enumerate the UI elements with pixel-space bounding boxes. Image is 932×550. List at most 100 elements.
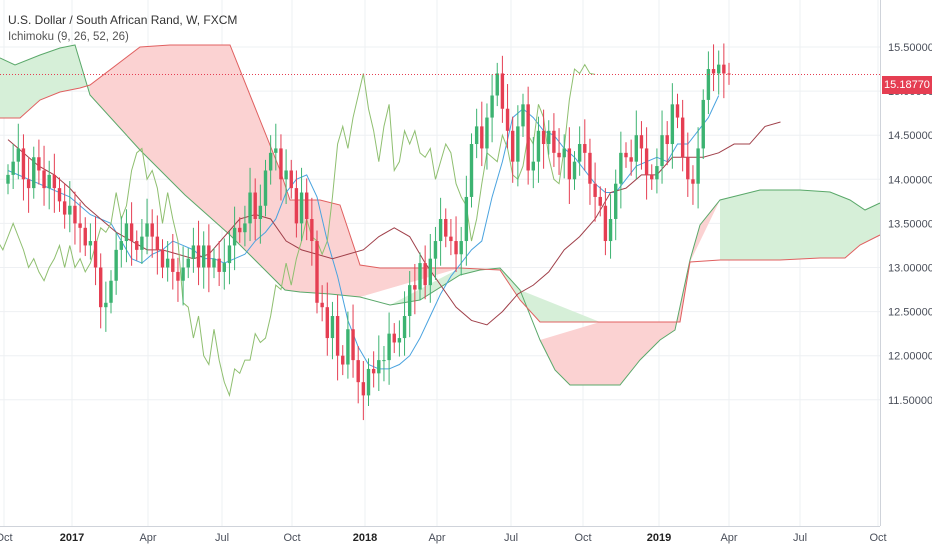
candle[interactable] — [16, 123, 20, 180]
candle[interactable] — [639, 121, 644, 170]
candle[interactable] — [191, 227, 196, 273]
candle[interactable] — [536, 116, 541, 183]
candle[interactable] — [464, 175, 469, 266]
candle[interactable] — [644, 127, 649, 200]
candle[interactable] — [603, 188, 608, 256]
candle[interactable] — [155, 215, 160, 275]
candle[interactable] — [665, 121, 669, 166]
candle[interactable] — [480, 101, 484, 167]
candle[interactable] — [335, 294, 340, 381]
candle[interactable] — [150, 209, 154, 258]
candle[interactable] — [268, 135, 273, 185]
candle[interactable] — [727, 62, 731, 85]
candle[interactable] — [310, 197, 314, 266]
candle[interactable] — [6, 164, 10, 195]
candle[interactable] — [722, 43, 726, 99]
candle[interactable] — [129, 202, 134, 266]
candle[interactable] — [104, 281, 108, 332]
candle[interactable] — [660, 110, 664, 184]
candle[interactable] — [521, 93, 525, 137]
candle[interactable] — [377, 335, 381, 391]
candle[interactable] — [686, 132, 690, 197]
candle[interactable] — [93, 216, 98, 286]
candle[interactable] — [135, 230, 139, 261]
candle[interactable] — [650, 164, 654, 190]
time-axis[interactable]: Oct 2017 Apr Jul Oct 2018 Apr Jul Oct 2019 Apr Jul O… — [0, 532, 887, 544]
candle[interactable] — [232, 206, 237, 271]
candle[interactable] — [243, 205, 247, 247]
candle[interactable] — [511, 116, 515, 183]
candle[interactable] — [392, 323, 396, 354]
candle[interactable] — [289, 159, 293, 199]
candle[interactable] — [124, 209, 129, 263]
candle[interactable] — [37, 139, 41, 185]
candle[interactable] — [701, 89, 705, 160]
candle[interactable] — [202, 231, 206, 289]
candle[interactable] — [382, 345, 386, 382]
candle[interactable] — [78, 202, 82, 253]
candle[interactable] — [145, 198, 149, 255]
candle[interactable] — [330, 301, 335, 360]
candle[interactable] — [11, 144, 15, 190]
candle[interactable] — [438, 197, 443, 266]
candle[interactable] — [366, 358, 371, 406]
candle[interactable] — [552, 113, 556, 167]
indicator-legend[interactable]: Ichimoku (9, 26, 52, 26) — [8, 31, 129, 43]
candle[interactable] — [294, 170, 299, 238]
candle[interactable] — [608, 194, 613, 259]
candle[interactable] — [711, 44, 716, 92]
candle[interactable] — [680, 99, 685, 172]
candle[interactable] — [263, 159, 268, 217]
candle[interactable] — [186, 248, 190, 279]
candle[interactable] — [32, 146, 36, 199]
candle[interactable] — [57, 177, 62, 212]
candle[interactable] — [171, 233, 175, 290]
candle[interactable] — [624, 142, 628, 168]
price-axis[interactable]: 15.5000015.0000014.5000014.0000013.50000… — [888, 42, 932, 407]
candle[interactable] — [258, 184, 263, 244]
candle[interactable] — [655, 148, 659, 194]
candle[interactable] — [227, 231, 232, 285]
candle[interactable] — [274, 123, 278, 171]
candle[interactable] — [619, 131, 623, 209]
candle[interactable] — [717, 50, 721, 95]
candle[interactable] — [474, 108, 479, 159]
candle[interactable] — [541, 109, 546, 169]
candle[interactable] — [88, 223, 93, 260]
candle[interactable] — [361, 360, 366, 421]
candle[interactable] — [299, 167, 304, 242]
candle[interactable] — [68, 181, 72, 233]
candle[interactable] — [423, 245, 427, 300]
candle[interactable] — [547, 120, 551, 155]
candle[interactable] — [572, 151, 577, 190]
candle[interactable] — [119, 216, 123, 268]
candle[interactable] — [387, 312, 391, 385]
candle[interactable] — [217, 241, 221, 287]
candle[interactable] — [706, 51, 711, 115]
candle[interactable] — [634, 110, 638, 180]
candle[interactable] — [402, 291, 407, 356]
candle[interactable] — [83, 217, 87, 257]
candle[interactable] — [413, 263, 417, 315]
candle[interactable] — [315, 230, 319, 314]
candle[interactable] — [109, 270, 113, 314]
candle[interactable] — [222, 238, 226, 290]
candle[interactable] — [567, 127, 572, 204]
candle[interactable] — [320, 285, 324, 322]
candle[interactable] — [325, 282, 329, 356]
candle[interactable] — [160, 239, 165, 279]
candle[interactable] — [140, 218, 144, 264]
candle[interactable] — [531, 136, 535, 189]
candle[interactable] — [21, 134, 26, 201]
candle[interactable] — [356, 345, 360, 404]
candle[interactable] — [196, 220, 201, 286]
candle[interactable] — [516, 105, 520, 187]
candle[interactable] — [696, 127, 700, 209]
candle[interactable] — [577, 126, 582, 176]
candle[interactable] — [408, 271, 412, 338]
candle[interactable] — [444, 208, 448, 248]
candle[interactable] — [73, 191, 77, 245]
candle[interactable] — [351, 304, 355, 378]
candle[interactable] — [52, 153, 57, 213]
candle[interactable] — [500, 55, 505, 123]
